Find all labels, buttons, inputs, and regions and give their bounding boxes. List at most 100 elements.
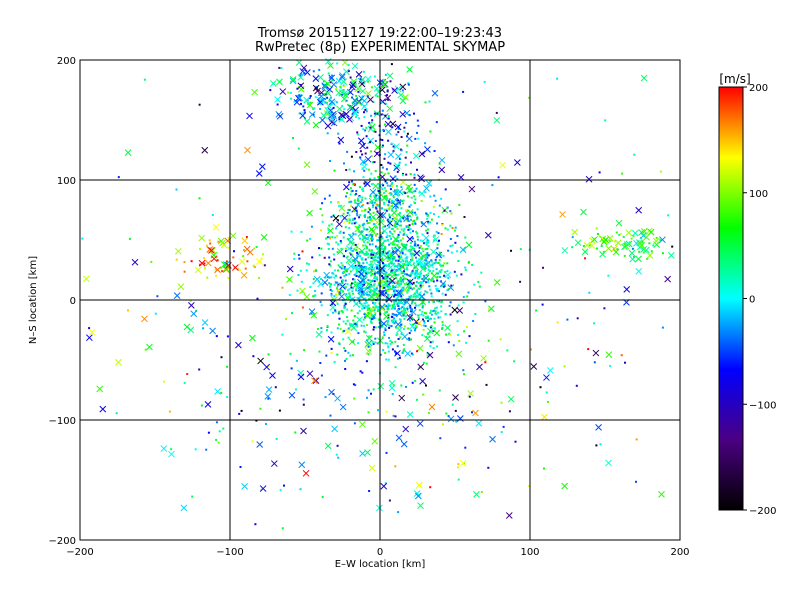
data-point-dot [444,313,447,316]
data-point-cross [372,182,380,190]
data-point-dot [376,260,379,262]
data-point-cross [141,315,148,323]
data-point-dot [365,126,368,129]
data-point-dot [373,326,375,329]
data-point-dot [357,253,360,256]
data-point-dot [403,270,405,273]
data-point-dot [327,72,330,75]
data-point-dot [415,218,418,221]
data-point-dot [183,261,186,264]
data-point-dot [396,264,399,267]
data-point-dot [415,256,417,259]
data-point-dot [352,242,355,244]
data-point-dot [458,340,461,342]
data-point-dot [369,212,372,215]
data-point-dot [380,320,383,323]
data-point-dot [400,199,403,202]
data-point-dot [369,289,372,292]
data-point-dot [365,250,368,253]
data-point-dot [514,440,517,443]
data-point-dot [425,384,427,387]
data-point-dot [446,289,449,292]
data-point-dot [253,266,256,268]
data-point-dot [598,171,601,174]
data-point-dot [451,227,454,229]
data-point-dot [419,245,422,247]
data-point-cross [385,295,393,303]
data-point-dot [370,86,373,89]
data-point-dot [380,164,383,166]
data-point-cross [324,58,332,65]
data-point-dot [440,268,443,271]
data-point-dot [387,161,390,164]
data-point-cross [640,246,647,253]
data-point-dot [427,222,430,225]
data-point-dot [360,300,362,303]
data-point-dot [333,276,336,279]
data-point-cross [420,220,428,228]
data-point-dot [438,239,440,242]
data-point-dot [370,320,372,323]
data-point-dot [347,208,350,211]
data-point-dot [410,310,413,313]
data-point-dot [198,197,201,200]
data-point-dot [343,255,346,258]
data-point-dot [398,311,401,314]
data-point-dot [339,214,342,217]
data-point-dot [358,216,361,219]
data-point-cross [260,233,268,241]
data-point-dot [417,316,420,319]
data-point-dot [355,322,358,325]
data-point-cross [406,186,414,194]
data-point-dot [330,347,333,350]
data-point-dot [399,264,402,267]
data-point-cross [340,78,348,86]
data-point-dot [320,292,323,295]
data-point-dot [366,324,368,327]
data-point-dot [385,168,388,171]
data-point-dot [433,321,436,324]
data-point-dot [426,215,429,217]
data-point-dot [415,187,418,190]
data-point-dot [361,294,364,297]
data-point-cross [375,88,383,96]
data-point-dot [300,94,303,96]
data-point-dot [441,423,444,426]
data-point-dot [379,294,382,297]
data-point-dot [312,113,315,116]
data-point-dot [417,276,420,279]
data-point-dot [426,217,429,220]
data-point-dot [336,444,339,447]
data-point-dot [441,327,443,330]
data-point-dot [440,197,443,200]
data-point-dot [472,320,475,322]
colorbar-label: [m/s] [719,72,750,86]
data-point-cross [585,175,593,183]
data-point-dot [409,319,411,322]
data-point-dot [290,97,292,100]
data-point-dot [191,495,194,498]
data-point-dot [416,131,418,134]
data-point-cross [499,161,506,169]
data-point-dot [409,228,412,231]
data-point-dot [328,76,331,79]
data-point-dot [345,250,347,253]
data-point-dot [408,250,411,253]
data-point-dot [383,284,386,287]
data-point-dot [391,126,394,129]
data-point-dot [384,304,387,307]
data-point-dot [478,285,481,288]
data-point-dot [326,132,329,135]
data-point-dot [305,262,308,265]
data-point-dot [441,320,444,323]
data-point-dot [352,218,355,221]
data-point-dot [254,523,257,526]
data-point-dot [364,297,367,300]
data-point-dot [385,252,387,255]
data-point-dot [399,318,402,321]
data-point-dot [394,306,396,308]
data-point-dot [400,242,403,245]
data-point-dot [355,249,358,251]
data-point-cross [354,85,362,93]
data-point-dot [278,66,281,69]
